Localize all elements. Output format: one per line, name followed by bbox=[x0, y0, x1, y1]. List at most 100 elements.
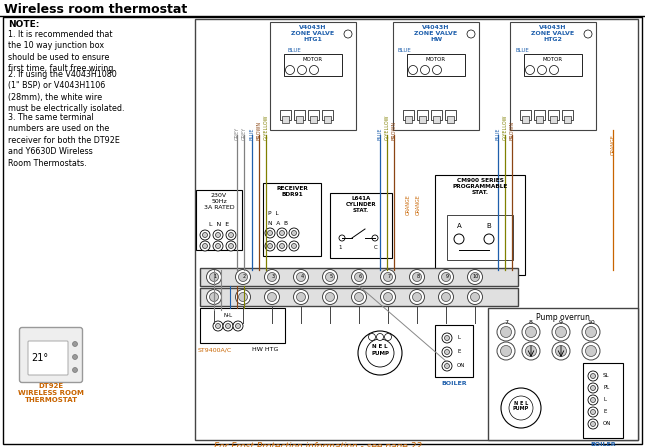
Bar bbox=[270, 22, 356, 130]
Circle shape bbox=[265, 228, 275, 238]
Text: GREY: GREY bbox=[241, 127, 246, 140]
Circle shape bbox=[582, 323, 600, 341]
Circle shape bbox=[352, 290, 366, 304]
Text: GREY: GREY bbox=[235, 127, 239, 140]
Circle shape bbox=[268, 292, 277, 301]
Circle shape bbox=[322, 270, 337, 284]
Bar bbox=[393, 22, 479, 130]
Text: N E L
PUMP: N E L PUMP bbox=[371, 344, 389, 356]
Text: RECEIVER
BDR91: RECEIVER BDR91 bbox=[276, 186, 308, 197]
Text: BROWN: BROWN bbox=[510, 121, 515, 140]
Bar bbox=[564, 116, 571, 123]
Circle shape bbox=[293, 270, 308, 284]
Circle shape bbox=[239, 273, 248, 282]
Text: 2: 2 bbox=[243, 274, 246, 278]
Circle shape bbox=[355, 292, 364, 301]
Circle shape bbox=[591, 409, 595, 414]
Bar bbox=[562, 110, 573, 120]
Text: B: B bbox=[486, 223, 491, 229]
Circle shape bbox=[228, 232, 233, 237]
Text: 21°: 21° bbox=[32, 353, 48, 363]
Circle shape bbox=[509, 396, 533, 420]
Bar bbox=[195, 19, 638, 440]
Circle shape bbox=[339, 235, 345, 241]
Circle shape bbox=[368, 333, 375, 341]
Bar bbox=[534, 110, 545, 120]
Circle shape bbox=[591, 385, 595, 391]
Text: PL: PL bbox=[603, 385, 610, 390]
Circle shape bbox=[441, 273, 450, 282]
Circle shape bbox=[366, 339, 394, 367]
Bar bbox=[435, 175, 525, 275]
Text: MOTOR: MOTOR bbox=[303, 57, 323, 62]
Circle shape bbox=[433, 66, 441, 75]
Text: NOTE:: NOTE: bbox=[8, 20, 39, 29]
Bar bbox=[294, 110, 305, 120]
Text: BLUE: BLUE bbox=[495, 127, 501, 140]
Text: 3. The same terminal
numbers are used on the
receiver for both the DT92E
and Y66: 3. The same terminal numbers are used on… bbox=[8, 113, 120, 168]
Bar bbox=[524, 54, 582, 76]
Text: 9: 9 bbox=[559, 320, 563, 325]
Circle shape bbox=[381, 290, 395, 304]
Text: 4: 4 bbox=[301, 274, 304, 278]
Circle shape bbox=[442, 347, 452, 357]
Circle shape bbox=[239, 292, 248, 301]
Text: L  N  E: L N E bbox=[209, 222, 229, 227]
Bar bbox=[263, 183, 321, 256]
Bar bbox=[284, 54, 342, 76]
Bar bbox=[433, 116, 440, 123]
Text: 5: 5 bbox=[330, 274, 333, 278]
Circle shape bbox=[501, 388, 541, 428]
Circle shape bbox=[264, 270, 279, 284]
Text: MOTOR: MOTOR bbox=[543, 57, 563, 62]
Circle shape bbox=[358, 331, 402, 375]
Circle shape bbox=[588, 407, 598, 417]
Circle shape bbox=[228, 244, 233, 249]
Text: Wireless room thermostat: Wireless room thermostat bbox=[4, 3, 187, 16]
Text: BLUE: BLUE bbox=[250, 127, 255, 140]
Circle shape bbox=[537, 66, 546, 75]
Circle shape bbox=[526, 346, 537, 357]
Text: G/YELLOW: G/YELLOW bbox=[502, 114, 508, 140]
Bar bbox=[548, 110, 559, 120]
Circle shape bbox=[384, 292, 393, 301]
Circle shape bbox=[206, 290, 221, 304]
Bar bbox=[536, 116, 543, 123]
Circle shape bbox=[591, 374, 595, 379]
Circle shape bbox=[226, 230, 236, 240]
Text: 6: 6 bbox=[359, 274, 362, 278]
Circle shape bbox=[377, 333, 384, 341]
Circle shape bbox=[326, 273, 335, 282]
Circle shape bbox=[206, 270, 221, 284]
Text: C: C bbox=[374, 245, 378, 250]
Bar bbox=[296, 116, 303, 123]
Circle shape bbox=[372, 235, 378, 241]
Text: 9: 9 bbox=[446, 274, 448, 278]
Text: 8: 8 bbox=[417, 274, 419, 278]
Circle shape bbox=[235, 290, 250, 304]
Circle shape bbox=[413, 273, 421, 282]
Text: 230V
50Hz
3A RATED: 230V 50Hz 3A RATED bbox=[204, 193, 234, 211]
Bar bbox=[445, 110, 456, 120]
Text: 1. It is recommended that
the 10 way junction box
should be used to ensure
first: 1. It is recommended that the 10 way jun… bbox=[8, 30, 116, 73]
Text: MOTOR: MOTOR bbox=[426, 57, 446, 62]
Circle shape bbox=[213, 230, 223, 240]
Text: BROWN: BROWN bbox=[257, 121, 261, 140]
Circle shape bbox=[591, 397, 595, 402]
Circle shape bbox=[591, 422, 595, 426]
Text: V4043H
ZONE VALVE
HW: V4043H ZONE VALVE HW bbox=[415, 25, 457, 42]
Circle shape bbox=[355, 273, 364, 282]
Circle shape bbox=[322, 290, 337, 304]
Text: ON: ON bbox=[603, 421, 611, 426]
Circle shape bbox=[297, 66, 306, 75]
Bar bbox=[200, 268, 518, 286]
Circle shape bbox=[441, 292, 450, 301]
Bar bbox=[282, 116, 289, 123]
Circle shape bbox=[501, 346, 511, 357]
Bar bbox=[550, 116, 557, 123]
Bar bbox=[330, 193, 392, 258]
FancyBboxPatch shape bbox=[19, 328, 83, 383]
Circle shape bbox=[200, 230, 210, 240]
Circle shape bbox=[526, 66, 535, 75]
Circle shape bbox=[289, 241, 299, 251]
